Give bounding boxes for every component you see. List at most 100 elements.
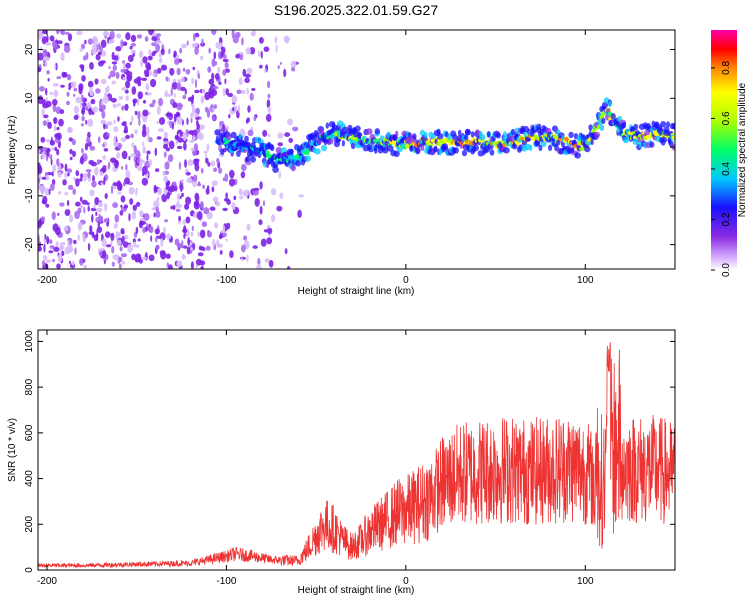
noise-speckle bbox=[96, 226, 103, 233]
noise-speckle bbox=[57, 165, 62, 171]
noise-speckle bbox=[110, 157, 117, 163]
noise-speckle bbox=[53, 89, 59, 98]
noise-speckle bbox=[75, 201, 81, 207]
noise-speckle bbox=[108, 39, 115, 44]
noise-speckle bbox=[229, 169, 235, 179]
noise-speckle bbox=[138, 157, 143, 167]
noise-speckle bbox=[253, 115, 257, 122]
noise-speckle bbox=[146, 150, 151, 155]
noise-speckle bbox=[211, 180, 218, 187]
noise-speckle bbox=[69, 156, 73, 161]
noise-speckle bbox=[205, 157, 209, 164]
noise-speckle bbox=[175, 112, 181, 117]
y-tick-label: 200 bbox=[24, 516, 35, 533]
noise-speckle bbox=[200, 266, 204, 269]
noise-speckle bbox=[136, 158, 140, 164]
noise-speckle bbox=[176, 193, 181, 201]
noise-speckle bbox=[222, 207, 228, 212]
noise-speckle bbox=[178, 161, 181, 170]
y-tick-label: 0 bbox=[24, 144, 35, 150]
noise-speckle bbox=[125, 32, 131, 41]
noise-speckle bbox=[155, 43, 161, 53]
noise-speckle bbox=[50, 136, 53, 145]
ridge-blob bbox=[593, 131, 601, 139]
ridge-blob bbox=[290, 164, 296, 172]
noise-speckle bbox=[120, 166, 124, 170]
noise-speckle bbox=[99, 171, 104, 177]
noise-speckle bbox=[190, 261, 194, 269]
noise-speckle bbox=[44, 233, 47, 240]
noise-speckle bbox=[89, 91, 94, 97]
noise-speckle bbox=[101, 238, 107, 248]
noise-speckle bbox=[209, 206, 216, 211]
noise-speckle bbox=[135, 226, 139, 234]
noise-speckle bbox=[245, 161, 252, 166]
noise-speckle bbox=[182, 219, 186, 225]
noise-speckle bbox=[58, 118, 64, 127]
noise-speckle bbox=[87, 101, 92, 110]
noise-speckle bbox=[108, 66, 111, 70]
noise-speckle bbox=[181, 254, 186, 260]
ridge-blob bbox=[503, 131, 507, 138]
ridge-blob bbox=[588, 124, 593, 131]
y-tick-label: 800 bbox=[24, 378, 35, 395]
noise-speckle bbox=[194, 89, 200, 94]
noise-speckle bbox=[265, 113, 272, 122]
ridge-blob bbox=[436, 142, 442, 147]
colorbar-tick-label: 0.0 bbox=[721, 263, 732, 277]
ridge-blob bbox=[437, 133, 444, 140]
noise-speckle bbox=[101, 99, 104, 106]
noise-speckle bbox=[144, 36, 149, 42]
noise-speckle bbox=[241, 37, 244, 46]
noise-speckle bbox=[113, 141, 119, 147]
noise-speckle bbox=[163, 131, 168, 140]
noise-speckle bbox=[80, 123, 84, 127]
noise-speckle bbox=[79, 47, 84, 52]
ridge-blob bbox=[350, 142, 356, 149]
spectrogram-x-label: Height of straight line (km) bbox=[298, 286, 415, 297]
noise-speckle bbox=[171, 181, 177, 187]
noise-speckle bbox=[200, 96, 205, 104]
noise-speckle bbox=[176, 82, 182, 91]
noise-speckle bbox=[64, 172, 68, 179]
noise-speckle bbox=[81, 115, 85, 122]
noise-speckle bbox=[224, 61, 229, 69]
noise-speckle bbox=[180, 86, 186, 92]
noise-speckle bbox=[101, 110, 106, 119]
noise-speckle bbox=[84, 142, 89, 151]
noise-speckle bbox=[169, 185, 176, 193]
noise-speckle bbox=[214, 73, 220, 80]
noise-speckle bbox=[287, 118, 294, 126]
ridge-blob bbox=[487, 131, 491, 138]
noise-speckle bbox=[156, 136, 162, 140]
noise-speckle bbox=[60, 84, 65, 88]
noise-speckle bbox=[184, 88, 187, 95]
noise-speckle bbox=[100, 60, 106, 64]
ridge-blob bbox=[433, 146, 438, 153]
noise-speckle bbox=[165, 89, 168, 98]
noise-speckle bbox=[63, 226, 69, 231]
noise-speckle bbox=[148, 159, 153, 166]
ridge-blob bbox=[671, 123, 675, 130]
noise-speckle bbox=[283, 68, 287, 78]
noise-speckle bbox=[229, 250, 234, 259]
noise-speckle bbox=[130, 42, 136, 47]
noise-speckle bbox=[72, 188, 76, 195]
noise-speckle bbox=[184, 203, 190, 210]
noise-speckle bbox=[155, 168, 160, 173]
noise-speckle bbox=[287, 266, 291, 269]
noise-speckle bbox=[98, 215, 104, 223]
noise-speckle bbox=[191, 225, 194, 231]
ridge-blob bbox=[295, 160, 302, 167]
noise-speckle bbox=[247, 129, 254, 137]
noise-speckle bbox=[127, 54, 134, 63]
ridge-blob bbox=[453, 147, 459, 154]
noise-speckle bbox=[212, 86, 219, 90]
noise-speckle bbox=[121, 261, 126, 265]
noise-speckle bbox=[155, 33, 162, 37]
ridge-blob bbox=[671, 135, 675, 140]
noise-speckle bbox=[41, 151, 45, 160]
ridge-blob bbox=[272, 166, 279, 173]
ridge-blob bbox=[302, 150, 310, 156]
ridge-blob bbox=[503, 147, 510, 154]
